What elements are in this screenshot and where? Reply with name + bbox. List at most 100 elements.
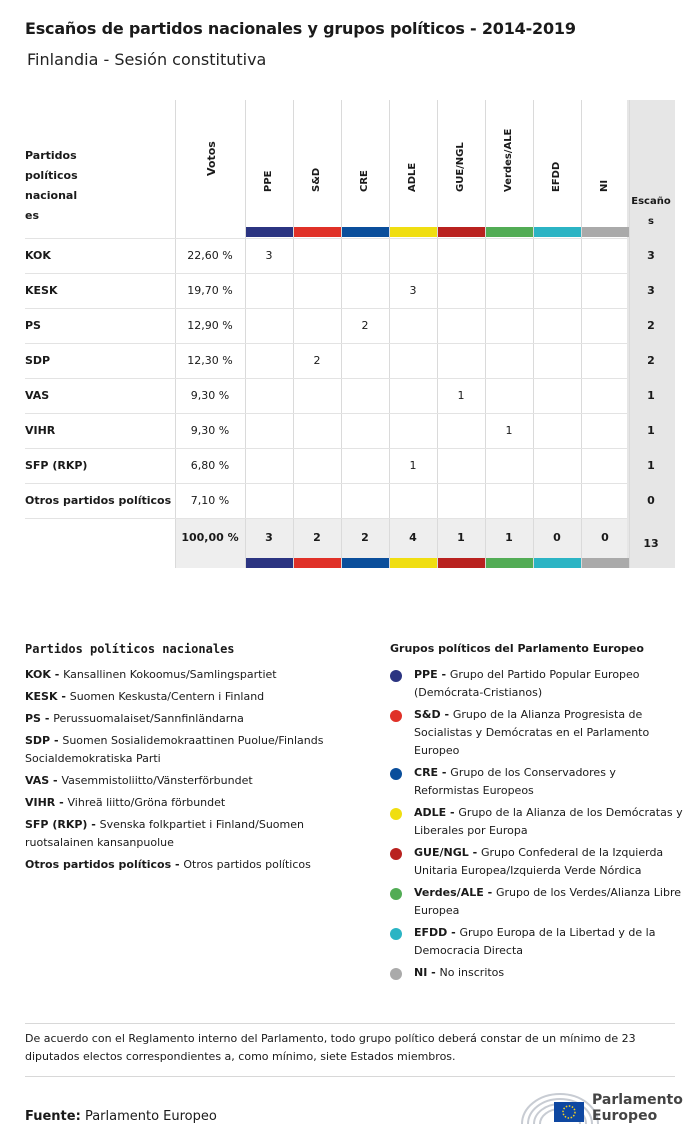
group-seat-value: 1: [457, 389, 465, 402]
row-divider: [25, 518, 627, 519]
seats-value: 2: [647, 354, 655, 367]
column-divider: [533, 100, 534, 568]
group-color-bar: [438, 227, 485, 237]
row-divider: [25, 413, 627, 414]
total-group-seats: 1: [457, 531, 465, 544]
group-color-dot: [390, 808, 402, 820]
national-legend-item: KOK - Kansallinen Kokoomus/Samlingsparti…: [25, 668, 277, 681]
total-group-seats: 0: [553, 531, 561, 544]
group-color-dot: [390, 928, 402, 940]
party-label: KOK: [25, 249, 51, 262]
total-group-seats: 0: [601, 531, 609, 544]
group-color-bar: [294, 227, 341, 237]
column-divider: [629, 100, 630, 568]
group-legend-item: EFDD - Grupo Europa de la Libertad y de …: [414, 926, 656, 957]
party-label: VAS: [25, 389, 50, 402]
votes-value: 7,10 %: [190, 494, 230, 507]
group-header-cre: CRE: [359, 170, 370, 192]
seats-value: 3: [647, 249, 655, 262]
divider: [25, 1076, 675, 1077]
group-header-guengl: GUE/NGL: [455, 142, 466, 192]
seats-value: 3: [647, 284, 655, 297]
group-color-dot: [390, 968, 402, 980]
column-divider: [341, 100, 342, 568]
seats-value: 1: [647, 459, 655, 472]
group-seat-value: 3: [265, 249, 273, 262]
group-seat-value: 1: [409, 459, 417, 472]
votes-value: 9,30 %: [190, 424, 230, 437]
national-legend-item: SFP (RKP) - Svenska folkpartiet i Finlan…: [25, 818, 304, 849]
seats-header: Escaño s: [627, 192, 675, 232]
votes-value: 12,30 %: [187, 354, 233, 367]
group-color-bar: [582, 227, 629, 237]
row-divider: [25, 343, 627, 344]
national-legend-item: KESK - Suomen Keskusta/Centern i Finland: [25, 690, 265, 703]
group-header-verdesale: Verdes/ALE: [503, 128, 514, 192]
seats-header-line: Escaño: [631, 196, 671, 207]
national-legend-item: Otros partidos políticos - Otros partido…: [25, 858, 311, 871]
seats-value: 1: [647, 424, 655, 437]
group-color-dot: [390, 670, 402, 682]
row-divider: [25, 483, 627, 484]
group-color-dot: [390, 888, 402, 900]
logo-line: Parlamento: [592, 1092, 683, 1108]
group-color-bar: [582, 558, 629, 568]
group-header-adle: ADLE: [407, 162, 418, 192]
group-legend-item: PPE - Grupo del Partido Popular Europeo(…: [414, 668, 640, 699]
party-label: KESK: [25, 284, 58, 297]
national-legend-item: VAS - Vasemmistoliitto/Vänsterförbundet: [25, 774, 253, 787]
column-divider: [293, 100, 294, 568]
group-header-efdd: EFDD: [551, 161, 562, 192]
group-legend-item: GUE/NGL - Grupo Confederal de la Izquier…: [414, 846, 664, 877]
source-label: Fuente:: [25, 1109, 81, 1124]
column-divider: [581, 100, 582, 568]
party-label: Otros partidos políticos: [25, 494, 172, 507]
row-divider: [25, 378, 627, 379]
total-seats: 13: [643, 537, 659, 550]
divider: [25, 1023, 675, 1024]
group-color-bar: [486, 558, 533, 568]
row-divider: [25, 448, 627, 449]
national-legend-title: Partidos políticos nacionales: [25, 642, 235, 656]
votes-header: Votos: [205, 141, 218, 176]
group-seat-value: 2: [361, 319, 369, 332]
seats-column-bg: [627, 100, 675, 568]
group-color-bar: [486, 227, 533, 237]
votes-value: 6,80 %: [190, 459, 230, 472]
column-divider: [485, 100, 486, 568]
group-legend-item: ADLE - Grupo de la Alianza de los Demócr…: [414, 806, 683, 837]
party-label: VIHR: [25, 424, 56, 437]
national-legend-item: SDP - Suomen Sosialidemokraattinen Puolu…: [25, 734, 324, 765]
total-group-seats: 3: [265, 531, 273, 544]
group-seat-value: 2: [313, 354, 321, 367]
group-legend-item: Verdes/ALE - Grupo de los Verdes/Alianza…: [414, 886, 681, 917]
groups-legend-title: Grupos políticos del Parlamento Europeo: [390, 642, 644, 655]
logo-line: Europeo: [592, 1108, 658, 1124]
total-group-seats: 1: [505, 531, 513, 544]
group-color-bar: [534, 558, 581, 568]
votes-value: 9,30 %: [190, 389, 230, 402]
source-value: Parlamento Europeo: [84, 1109, 217, 1124]
group-color-bar: [534, 227, 581, 237]
votes-value: 12,90 %: [187, 319, 233, 332]
seats-value: 0: [647, 494, 655, 507]
column-divider: [245, 100, 246, 568]
total-group-seats: 4: [409, 531, 417, 544]
total-votes: 100,00 %: [181, 531, 239, 544]
party-header-line: es: [25, 209, 40, 222]
group-color-bar: [246, 227, 293, 237]
group-color-bar: [294, 558, 341, 568]
row-divider: [25, 273, 627, 274]
seats-table: Partidos políticos nacional es Votos PPE S&D CR…: [25, 100, 675, 570]
footnote-line: De acuerdo con el Reglamento interno del…: [25, 1032, 636, 1045]
page-title: Escaños de partidos nacionales y grupos …: [25, 19, 576, 38]
footnote: De acuerdo con el Reglamento interno del…: [25, 1030, 665, 1066]
column-divider: [437, 100, 438, 568]
column-divider: [389, 100, 390, 568]
group-color-dot: [390, 710, 402, 722]
group-color-dot: [390, 768, 402, 780]
row-divider: [25, 308, 627, 309]
footnote-line: diputados electos correspondientes a, co…: [25, 1050, 456, 1063]
group-color-bar: [342, 227, 389, 237]
group-seat-value: 1: [505, 424, 513, 437]
